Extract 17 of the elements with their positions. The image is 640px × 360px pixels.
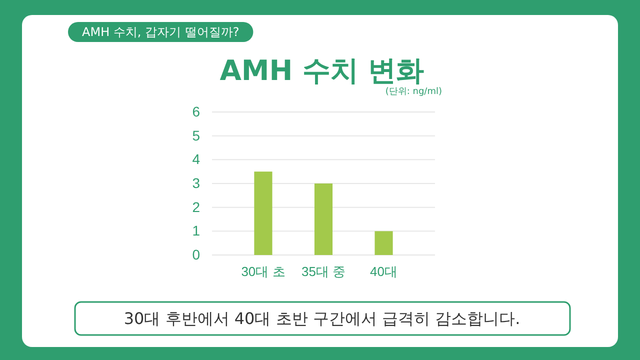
y-tick-label: 0 <box>192 246 200 262</box>
x-tick-label: 30대 초 <box>241 264 286 280</box>
y-tick-label: 1 <box>192 222 200 239</box>
chart-title: AMH 수치 변화 <box>220 54 424 87</box>
bar <box>374 231 393 255</box>
chart-subtitle: AMH 수치, 갑자기 떨어질까? <box>82 25 240 39</box>
x-tick-label: 35대 중 <box>301 264 346 280</box>
y-tick-label: 3 <box>192 174 200 191</box>
y-tick-label: 6 <box>192 103 200 120</box>
x-tick-label: 40대 <box>370 264 398 280</box>
text: 30대 후반에서 40대 초반 구간에서 급격히 감소합니다. <box>124 309 520 328</box>
y-tick-label: 2 <box>192 198 200 215</box>
y-tick-label: 4 <box>192 151 200 168</box>
bar <box>314 184 333 255</box>
bar <box>254 172 272 255</box>
y-tick-label: 5 <box>192 127 200 144</box>
y-axis-title: (단위: ng/ml) <box>385 87 442 97</box>
